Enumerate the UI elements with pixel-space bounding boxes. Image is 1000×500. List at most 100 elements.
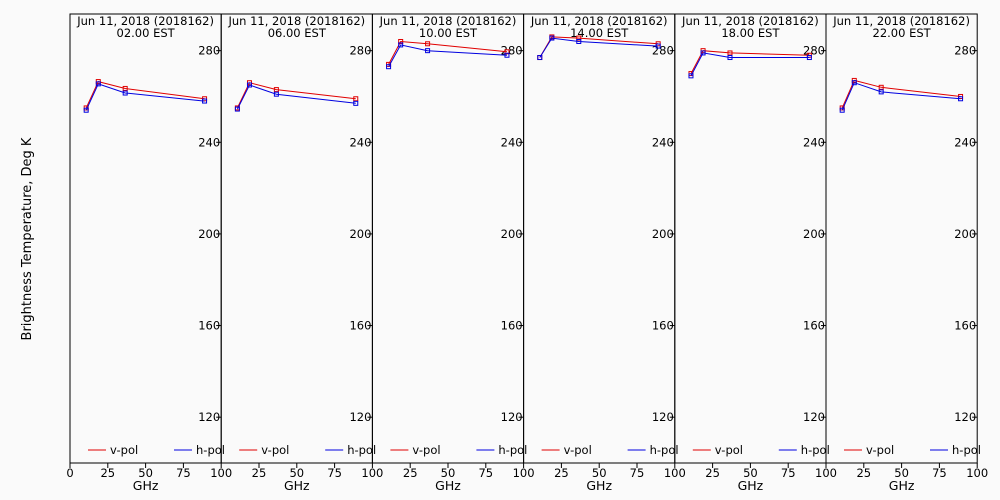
y-tick-label: 280 (501, 44, 523, 58)
y-tick-label: 120 (349, 410, 371, 424)
panel-subtitle: 22.00 EST (873, 26, 932, 40)
y-tick-label: 280 (652, 44, 674, 58)
y-tick-label: 200 (803, 227, 825, 241)
x-tick-label: 25 (705, 466, 720, 480)
y-tick-label: 200 (954, 227, 976, 241)
x-tick-label: 25 (252, 466, 267, 480)
series-line (690, 52, 810, 77)
chart-panel: Jun 11, 2018 (2018162)22.00 EST 120 160 200… (825, 13, 988, 493)
data-point (202, 98, 208, 104)
legend-label: h-pol (650, 443, 679, 457)
series-line (388, 44, 508, 67)
data-point (246, 82, 252, 88)
data-point (504, 52, 510, 58)
data-point (95, 81, 101, 87)
x-tick-label: 75 (932, 466, 947, 480)
chart-panels: Jun 11, 2018 (2018162) 02.00 EST 120 160 200… (66, 13, 988, 493)
chart-panel: Jun 11, 2018 (2018162)18.00 EST 120 160 200… (674, 13, 837, 493)
series-line (85, 83, 205, 111)
x-tick-label: 0 (66, 466, 73, 480)
data-point (273, 87, 279, 93)
data-point (353, 100, 359, 106)
x-tick-label: 50 (743, 466, 758, 480)
x-tick-label: 100 (513, 466, 535, 480)
data-point (878, 89, 884, 95)
y-tick-label: 160 (803, 319, 825, 333)
y-tick-label: 240 (501, 135, 523, 149)
data-point (727, 55, 733, 61)
series-line (236, 84, 356, 110)
panel-title: Jun 11, 2018 (2018162) (681, 14, 819, 28)
y-tick-label: 240 (349, 135, 371, 149)
data-point (688, 73, 694, 79)
data-point (537, 55, 543, 61)
data-point (576, 35, 582, 41)
y-tick-label: 160 (501, 319, 523, 333)
data-point (549, 35, 555, 41)
series-line (690, 50, 810, 74)
data-point (83, 107, 89, 113)
panel-subtitle: 02.00 EST (117, 26, 176, 40)
series-line (539, 36, 659, 58)
y-tick-label: 240 (652, 135, 674, 149)
panel-subtitle: 10.00 EST (419, 26, 478, 40)
y-tick-label: 200 (349, 227, 371, 241)
x-axis-label: GHz (435, 478, 461, 493)
legend-label: h-pol (952, 443, 981, 457)
data-point (727, 50, 733, 56)
data-point (700, 50, 706, 56)
panel-title: Jun 11, 2018 (2018162) (379, 14, 517, 28)
x-axis-label: GHz (889, 478, 915, 493)
x-tick-label: 25 (100, 466, 115, 480)
series-line (539, 37, 659, 58)
panel-subtitle: 06.00 EST (268, 26, 327, 40)
y-tick-label: 160 (198, 319, 220, 333)
x-tick-label: 50 (441, 466, 456, 480)
x-tick-label: 100 (210, 466, 232, 480)
x-tick-label: 75 (781, 466, 796, 480)
y-tick-label: 120 (501, 410, 523, 424)
legend-label: h-pol (498, 443, 527, 457)
y-axis-label: Brightness Temperature, Deg K (20, 137, 35, 340)
x-tick-label: 25 (403, 466, 418, 480)
x-tick-label: 100 (966, 466, 988, 480)
x-tick-label: 100 (664, 466, 686, 480)
x-axis-label: GHz (133, 478, 159, 493)
x-tick-label: 75 (478, 466, 493, 480)
data-point (425, 48, 431, 54)
x-tick-label: 25 (554, 466, 569, 480)
panel-title: Jun 11, 2018 (2018162) (530, 14, 668, 28)
x-axis-label: GHz (586, 478, 612, 493)
y-tick-label: 240 (198, 135, 220, 149)
legend-label: h-pol (196, 443, 225, 457)
x-tick-label: 50 (592, 466, 607, 480)
x-tick-label: 100 (815, 466, 837, 480)
y-tick-label: 200 (501, 227, 523, 241)
legend-label: v-pol (110, 443, 138, 457)
data-point (386, 64, 392, 70)
data-point (234, 106, 240, 112)
chart-panel: Jun 11, 2018 (2018162)10.00 EST 120 160 200… (371, 13, 535, 493)
x-tick-label: 75 (327, 466, 342, 480)
data-point (851, 80, 857, 86)
x-tick-label: 75 (176, 466, 191, 480)
y-tick-label: 160 (349, 319, 371, 333)
legend-label: h-pol (347, 443, 376, 457)
data-point (806, 55, 812, 61)
y-tick-label: 280 (349, 44, 371, 58)
data-point (353, 96, 359, 102)
data-point (398, 42, 404, 48)
x-tick-label: 50 (138, 466, 153, 480)
y-tick-label: 120 (198, 410, 220, 424)
y-tick-label: 200 (198, 227, 220, 241)
y-tick-label: 120 (954, 410, 976, 424)
data-point (655, 43, 661, 49)
panel-subtitle: 14.00 EST (570, 26, 629, 40)
y-tick-label: 160 (954, 319, 976, 333)
x-axis-label: GHz (284, 478, 310, 493)
series-line (841, 82, 961, 111)
data-point (122, 90, 128, 96)
panel-title: Jun 11, 2018 (2018162) (227, 14, 365, 28)
y-tick-label: 160 (652, 319, 674, 333)
x-axis-label: GHz (738, 478, 764, 493)
